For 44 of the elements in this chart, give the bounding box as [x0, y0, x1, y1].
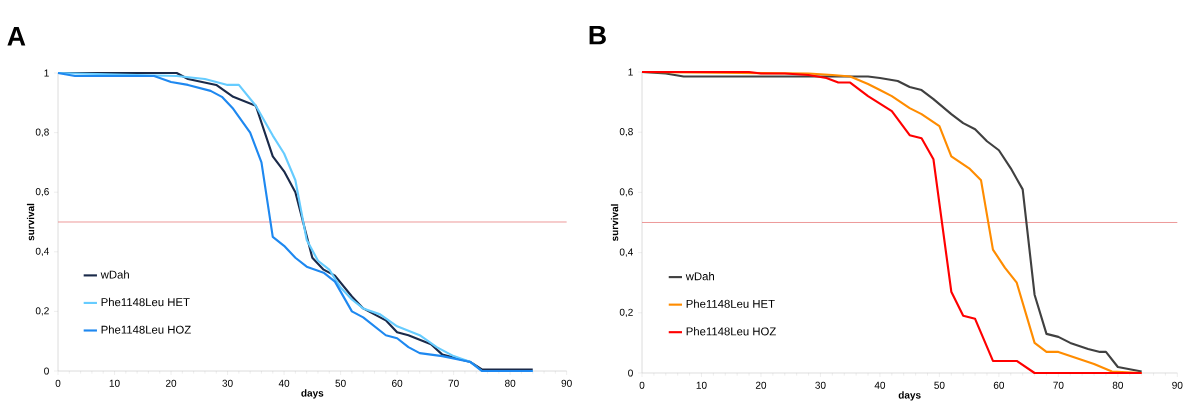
- legend-label: wDah: [685, 271, 714, 281]
- y-tick-label: 0,6: [35, 188, 49, 197]
- chart-title: A: [7, 27, 26, 46]
- chart-title: B: [589, 25, 606, 45]
- y-tick-label: 0,8: [35, 128, 49, 137]
- x-tick-label: 40: [874, 381, 886, 389]
- x-tick-label: 80: [505, 379, 516, 387]
- x-tick-label: 30: [222, 379, 233, 387]
- y-tick-label: 0,4: [619, 248, 633, 257]
- legend-label: wDah: [100, 270, 129, 279]
- x-tick-label: 20: [165, 379, 177, 387]
- y-axis-title: survival: [610, 204, 619, 242]
- legend-label: Phe1148Leu HOZ: [686, 327, 776, 336]
- x-tick-label: 90: [561, 379, 572, 387]
- legend-label: Phe1148Leu HET: [101, 297, 190, 307]
- y-tick-label: 0,8: [619, 128, 633, 137]
- y-tick-label: 0: [628, 369, 633, 377]
- x-tick-label: 70: [1053, 381, 1064, 389]
- x-axis-title: days: [898, 391, 921, 401]
- x-tick-label: 0: [639, 381, 645, 389]
- y-tick-label: 0,4: [35, 247, 49, 256]
- y-tick-label: 0,2: [35, 307, 49, 316]
- legend-label: Phe1148Leu HOZ: [101, 325, 191, 334]
- x-tick-label: 60: [993, 381, 1005, 389]
- x-tick-label: 70: [448, 379, 459, 387]
- x-tick-label: 10: [109, 379, 120, 387]
- x-tick-label: 50: [335, 379, 346, 387]
- y-tick-label: 0: [44, 367, 49, 375]
- x-axis-title: days: [301, 389, 324, 399]
- x-tick-label: 40: [278, 379, 290, 387]
- x-tick-label: 90: [1172, 381, 1183, 389]
- x-tick-label: 0: [55, 379, 61, 387]
- y-axis-title: survival: [26, 203, 35, 241]
- x-tick-label: 10: [696, 381, 707, 389]
- x-tick-label: 80: [1112, 381, 1124, 389]
- y-tick-label: 1: [44, 69, 49, 77]
- y-tick-label: 1: [628, 68, 633, 76]
- x-tick-label: 50: [934, 381, 945, 389]
- y-tick-label: 0,6: [619, 188, 633, 197]
- x-tick-label: 30: [815, 381, 826, 389]
- y-tick-label: 0,2: [619, 308, 633, 317]
- x-tick-label: 60: [392, 379, 403, 387]
- x-tick-label: 20: [755, 381, 767, 389]
- legend-label: Phe1148Leu HET: [686, 299, 775, 308]
